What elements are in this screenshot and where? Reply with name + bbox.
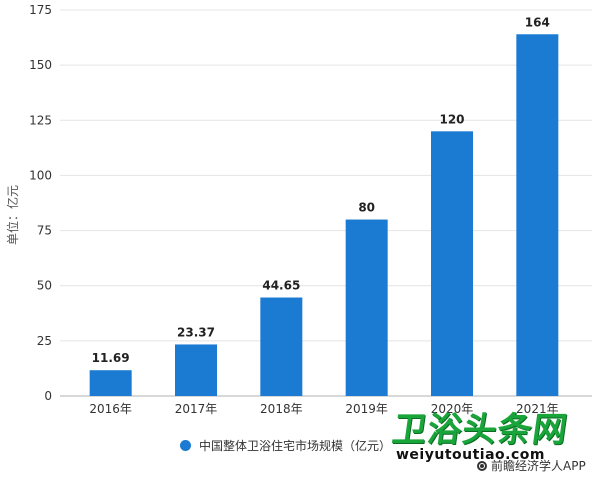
- bar: [260, 297, 303, 396]
- bar: [345, 219, 388, 396]
- source-label: 前瞻经济学人APP: [491, 459, 586, 473]
- y-tick-label: 0: [44, 389, 52, 403]
- source-logo-icon: [477, 460, 487, 471]
- legend-label: 中国整体卫浴住宅市场规模（亿元）: [199, 439, 392, 453]
- bar: [89, 370, 132, 396]
- bar: [516, 34, 559, 397]
- y-axis-title: 单位：亿元: [5, 185, 20, 245]
- y-tick-label: 125: [29, 113, 52, 127]
- y-tick-label: 50: [37, 279, 52, 293]
- data-label: 44.65: [262, 279, 300, 293]
- data-label: 23.37: [177, 325, 215, 339]
- bar: [431, 131, 473, 397]
- data-label: 11.69: [92, 351, 130, 365]
- bar: [175, 344, 217, 396]
- y-axis-ticks: 0 25 50 75 100 125 150 175: [29, 3, 52, 403]
- x-tick-label: 2016年: [89, 402, 132, 416]
- x-tick-label: 2021年: [516, 402, 559, 416]
- x-tick-label: 2017年: [175, 402, 218, 416]
- legend-marker: [180, 440, 191, 451]
- x-tick-label: 2019年: [345, 402, 388, 416]
- y-tick-label: 175: [29, 3, 52, 17]
- y-tick-label: 100: [29, 168, 52, 182]
- legend: 中国整体卫浴住宅市场规模（亿元）: [180, 437, 391, 454]
- data-label: 80: [358, 201, 375, 215]
- data-label: 120: [439, 112, 464, 126]
- x-axis-ticks: 2016年 2017年 2018年 2019年 2020年 2021年: [89, 402, 558, 416]
- watermark-url: weiyutoutiao.com: [396, 447, 545, 463]
- y-tick-label: 150: [29, 58, 52, 72]
- y-tick-label: 75: [37, 224, 52, 238]
- x-tick-label: 2018年: [260, 402, 303, 416]
- source-credit: 前瞻经济学人APP: [477, 457, 586, 474]
- grid-lines: [60, 9, 592, 397]
- watermark-logo: 卫浴头条网: [389, 410, 571, 450]
- y-tick-label: 25: [37, 334, 52, 348]
- x-tick-label: 2020年: [431, 402, 474, 416]
- data-label: 164: [525, 15, 550, 29]
- bars: 11.69 23.37 44.65 80 120 164: [89, 15, 559, 397]
